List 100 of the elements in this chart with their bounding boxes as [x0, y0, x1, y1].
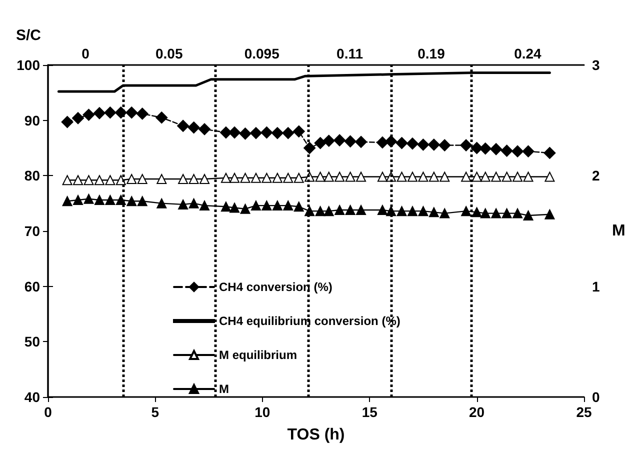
point: [407, 206, 418, 216]
point: [188, 122, 200, 134]
point: [126, 174, 137, 184]
point: [228, 126, 241, 139]
y2-axis-title: M: [612, 222, 626, 240]
point: [73, 195, 84, 206]
point: [177, 120, 190, 132]
point: [260, 126, 273, 139]
y-tick-label: 50: [24, 334, 40, 350]
x-tick-label: 0: [44, 404, 52, 420]
point: [355, 136, 368, 148]
y-tick-label: 80: [24, 168, 40, 184]
y2-tick-label: 2: [592, 168, 600, 184]
point: [377, 172, 388, 182]
point: [250, 172, 261, 183]
point: [523, 210, 534, 221]
y2-tick-label: 0: [592, 389, 600, 405]
x-tick-label: 25: [576, 404, 592, 420]
y2-tick-label: 3: [592, 57, 600, 73]
point: [314, 137, 326, 150]
point: [491, 208, 502, 218]
point: [84, 175, 94, 186]
point: [460, 139, 472, 152]
point: [72, 112, 84, 124]
text: 0.24: [514, 46, 542, 62]
point: [82, 108, 95, 121]
point: [105, 175, 116, 186]
point: [188, 174, 199, 184]
point: [200, 174, 210, 184]
x-tick-label: 5: [151, 404, 160, 420]
point: [282, 127, 294, 140]
point: [376, 136, 388, 148]
text: 0: [82, 46, 90, 62]
legend-label: CH4 conversion (%): [219, 280, 332, 294]
point: [502, 172, 512, 182]
point: [250, 200, 261, 211]
point: [334, 172, 345, 182]
point: [262, 200, 272, 211]
point: [461, 206, 472, 216]
x-tick-label: 10: [254, 404, 270, 420]
point: [438, 139, 451, 152]
point: [178, 199, 188, 210]
point: [239, 128, 252, 140]
point: [220, 172, 231, 183]
text: S/C: [16, 27, 42, 44]
point: [522, 145, 534, 158]
legend-label: M: [219, 382, 229, 396]
point: [94, 195, 104, 206]
point: [512, 172, 523, 182]
point: [512, 208, 523, 218]
point: [479, 142, 492, 155]
point: [137, 174, 148, 184]
point: [156, 112, 168, 124]
point: [512, 145, 524, 158]
point: [544, 172, 555, 182]
point: [356, 172, 366, 182]
point: [472, 207, 482, 218]
point: [480, 172, 490, 182]
point: [230, 202, 240, 213]
point: [73, 175, 84, 186]
point: [418, 172, 428, 182]
legend-label: CH4 equilibrium conversion (%): [219, 314, 400, 328]
point: [428, 207, 439, 218]
point: [345, 172, 356, 182]
point: [62, 196, 72, 206]
point: [272, 200, 282, 211]
point: [283, 200, 294, 211]
point: [480, 208, 490, 218]
y-tick-label: 100: [16, 57, 40, 73]
point: [396, 172, 407, 182]
point: [428, 138, 440, 151]
point: [200, 200, 210, 211]
y-tick-label: 40: [24, 389, 40, 405]
x-axis-title: TOS (h): [287, 426, 345, 444]
point: [324, 172, 334, 182]
y-tick-label: 70: [24, 223, 40, 239]
point: [126, 196, 137, 206]
point: [407, 172, 418, 182]
point: [322, 134, 335, 147]
x-tick-label: 20: [469, 404, 485, 420]
point: [105, 195, 116, 206]
point: [136, 108, 148, 120]
point: [490, 143, 502, 156]
legend-label: M equilibrium: [219, 348, 297, 362]
x-tick-label: 15: [362, 404, 378, 420]
point: [377, 204, 388, 215]
point: [62, 175, 72, 186]
point: [116, 175, 126, 186]
point: [292, 125, 305, 138]
point: [84, 194, 94, 204]
point: [315, 172, 326, 182]
point: [491, 172, 502, 182]
point: [294, 202, 304, 212]
y2-tick-label: 1: [592, 278, 600, 294]
point: [271, 127, 284, 140]
point: [198, 123, 211, 136]
y-tick-label: 90: [24, 112, 40, 128]
point: [220, 202, 231, 212]
point: [344, 135, 356, 148]
point: [104, 106, 116, 119]
